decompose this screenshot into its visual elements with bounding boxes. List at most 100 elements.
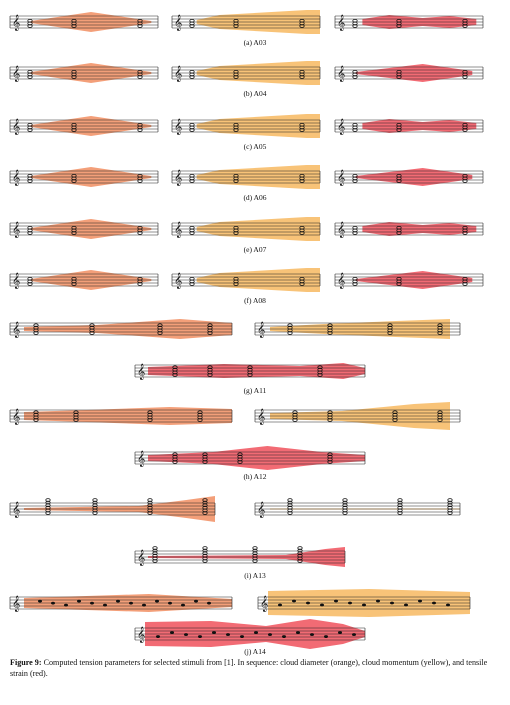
treble-clef-icon: 𝄞 (337, 66, 345, 82)
chord (237, 452, 243, 464)
chord (292, 410, 298, 422)
chord (352, 70, 358, 79)
caption-prefix: Figure 9: (10, 658, 42, 667)
chord (33, 410, 39, 422)
chord (396, 18, 402, 28)
chord (89, 323, 95, 335)
panel-g-a11: 𝄞 𝄞 𝄞 (9, 319, 461, 380)
treble-clef-icon: 𝄞 (12, 222, 20, 238)
treble-clef-icon: 𝄞 (174, 15, 182, 31)
chord (299, 174, 305, 183)
chord (189, 123, 195, 132)
chord (189, 18, 195, 28)
treble-clef-icon: 𝄞 (337, 119, 345, 135)
staff: 𝄞 (9, 119, 159, 135)
chord (147, 498, 153, 515)
chord (71, 70, 77, 79)
chord (233, 70, 239, 79)
chord (447, 498, 453, 515)
chord (147, 410, 153, 422)
treble-clef-icon: 𝄞 (174, 273, 182, 289)
chord (327, 323, 333, 335)
staff: 𝄞 (9, 502, 216, 518)
chord (207, 365, 213, 377)
staff: 𝄞 (334, 66, 484, 82)
panel-i-a13: 𝄞 𝄞 𝄞 (9, 496, 461, 567)
treble-clef-icon: 𝄞 (137, 627, 145, 643)
chord (33, 323, 39, 335)
panel-h-a12: 𝄞 𝄞 𝄞 (9, 402, 461, 470)
staff: 𝄞 (9, 322, 233, 338)
panel-ca05: 𝄞 𝄞 𝄞 (9, 114, 484, 138)
chord (233, 174, 239, 183)
chord (299, 18, 305, 28)
chord (92, 498, 98, 515)
chord (299, 226, 305, 235)
chord (342, 498, 348, 515)
chord (137, 276, 143, 286)
panel-label: (c) A05 (244, 142, 267, 151)
panel-da06: 𝄞 𝄞 𝄞 (9, 165, 484, 189)
treble-clef-icon: 𝄞 (12, 119, 20, 135)
chord (137, 123, 143, 132)
treble-clef-icon: 𝄞 (12, 66, 20, 82)
panel-label: (g) A11 (244, 386, 267, 395)
chord (27, 18, 33, 28)
staff: 𝄞 (9, 66, 159, 82)
staff: 𝄞 (9, 222, 159, 238)
staff: 𝄞 (171, 273, 321, 289)
chord (157, 323, 163, 335)
panel-label: (d) A06 (243, 193, 266, 202)
chord (396, 276, 402, 286)
chord (27, 123, 33, 132)
treble-clef-icon: 𝄞 (137, 550, 145, 566)
treble-clef-icon: 𝄞 (12, 596, 20, 612)
chord (327, 410, 333, 422)
treble-clef-icon: 𝄞 (337, 15, 345, 31)
chord (233, 123, 239, 132)
chord (27, 70, 33, 79)
staff: 𝄞 (134, 550, 346, 566)
treble-clef-icon: 𝄞 (12, 409, 20, 425)
treble-clef-icon: 𝄞 (174, 222, 182, 238)
staff: 𝄞 (254, 409, 461, 425)
panel-label: (j) A14 (244, 647, 266, 656)
staff: 𝄞 (171, 119, 321, 135)
chord (202, 452, 208, 464)
chord (27, 174, 33, 183)
chord (137, 226, 143, 235)
treble-clef-icon: 𝄞 (12, 502, 20, 518)
chord (247, 365, 253, 377)
chord (462, 18, 468, 28)
chord (287, 323, 293, 335)
chord (207, 323, 213, 335)
chord (45, 498, 51, 515)
treble-clef-icon: 𝄞 (257, 502, 265, 518)
staff: 𝄞 (9, 170, 159, 186)
chord (299, 276, 305, 286)
chord (352, 123, 358, 132)
chord (197, 410, 203, 422)
chord (71, 123, 77, 132)
staff: 𝄞 (334, 15, 484, 31)
chord (437, 410, 443, 422)
treble-clef-icon: 𝄞 (137, 364, 145, 380)
staff: 𝄞 (334, 170, 484, 186)
treble-clef-icon: 𝄞 (337, 273, 345, 289)
treble-clef-icon: 𝄞 (257, 322, 265, 338)
panel-j-a14: 𝄞 𝄞 𝄞 (9, 589, 471, 649)
treble-clef-icon: 𝄞 (12, 322, 20, 338)
panel-label: (a) A03 (244, 38, 267, 47)
figure-caption: Figure 9: Computed tension parameters fo… (10, 657, 502, 679)
panel-label: (e) A07 (244, 245, 267, 254)
chord (172, 365, 178, 377)
chord (252, 546, 258, 563)
chord (352, 174, 358, 183)
treble-clef-icon: 𝄞 (12, 273, 20, 289)
treble-clef-icon: 𝄞 (257, 409, 265, 425)
chord (189, 70, 195, 79)
chord (189, 174, 195, 183)
treble-clef-icon: 𝄞 (260, 596, 268, 612)
chord (462, 70, 468, 79)
